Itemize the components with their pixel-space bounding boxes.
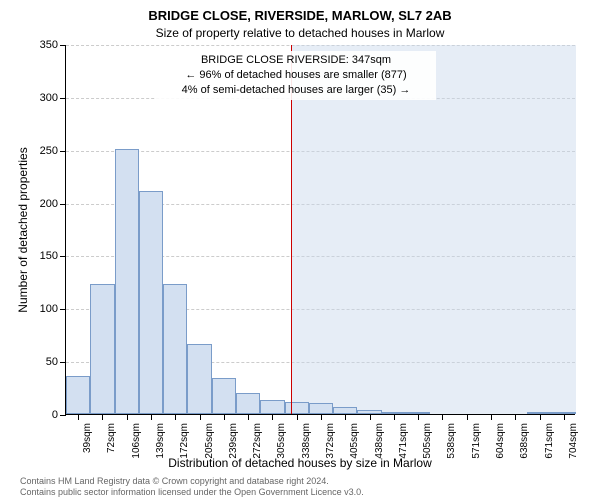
x-axis-title: Distribution of detached houses by size …	[0, 456, 600, 470]
x-tick	[564, 414, 565, 420]
y-tick	[60, 98, 66, 99]
x-tick-label: 438sqm	[374, 423, 385, 459]
y-tick-label: 350	[40, 39, 58, 51]
annotation-line: 4% of semi-detached houses are larger (3…	[156, 83, 436, 98]
x-tick-label: 272sqm	[252, 423, 263, 459]
y-tick	[60, 415, 66, 416]
x-tick	[418, 414, 419, 420]
histogram-bar	[187, 344, 211, 414]
x-tick-label: 405sqm	[349, 423, 360, 459]
x-tick-label: 471sqm	[398, 423, 409, 459]
histogram-bar	[212, 378, 236, 414]
x-tick	[540, 414, 541, 420]
x-tick	[370, 414, 371, 420]
x-tick	[272, 414, 273, 420]
histogram-bar	[115, 149, 139, 414]
histogram-bar	[236, 393, 260, 414]
x-tick-label: 305sqm	[276, 423, 287, 459]
x-tick-label: 604sqm	[495, 423, 506, 459]
x-tick-label: 39sqm	[82, 423, 93, 453]
x-tick-label: 239sqm	[228, 423, 239, 459]
y-tick-label: 100	[40, 303, 58, 315]
y-tick-label: 200	[40, 198, 58, 210]
x-tick	[102, 414, 103, 420]
x-tick	[175, 414, 176, 420]
histogram-bar	[333, 407, 357, 414]
x-tick	[467, 414, 468, 420]
footer-text: Contains HM Land Registry data © Crown c…	[20, 476, 580, 498]
chart-subtitle: Size of property relative to detached ho…	[0, 26, 600, 40]
x-tick	[321, 414, 322, 420]
x-tick-label: 139sqm	[155, 423, 166, 459]
annotation-line: BRIDGE CLOSE RIVERSIDE: 347sqm	[156, 53, 436, 68]
x-tick	[224, 414, 225, 420]
x-tick-label: 372sqm	[325, 423, 336, 459]
y-tick-label: 300	[40, 92, 58, 104]
x-tick	[78, 414, 79, 420]
x-tick-label: 205sqm	[204, 423, 215, 459]
annotation-line: ← 96% of detached houses are smaller (87…	[156, 68, 436, 83]
footer-line1: Contains HM Land Registry data © Crown c…	[20, 476, 580, 487]
x-tick-label: 671sqm	[544, 423, 555, 459]
histogram-bar	[285, 402, 309, 414]
x-tick	[297, 414, 298, 420]
x-tick-label: 338sqm	[301, 423, 312, 459]
y-tick-label: 150	[40, 250, 58, 262]
y-tick	[60, 151, 66, 152]
y-axis-title: Number of detached properties	[16, 147, 30, 312]
histogram-bar	[260, 400, 284, 414]
chart-title: BRIDGE CLOSE, RIVERSIDE, MARLOW, SL7 2AB	[0, 8, 600, 23]
chart-container: BRIDGE CLOSE, RIVERSIDE, MARLOW, SL7 2AB…	[0, 0, 600, 500]
y-tick	[60, 204, 66, 205]
x-tick	[491, 414, 492, 420]
plot-area: 05010015020025030035039sqm72sqm106sqm139…	[65, 45, 575, 415]
marker-vline	[291, 45, 292, 414]
histogram-bar	[66, 376, 90, 414]
x-tick	[442, 414, 443, 420]
x-tick-label: 505sqm	[422, 423, 433, 459]
x-tick	[515, 414, 516, 420]
y-tick	[60, 45, 66, 46]
y-tick-label: 50	[46, 356, 58, 368]
x-tick	[200, 414, 201, 420]
y-tick-label: 250	[40, 145, 58, 157]
x-tick-label: 704sqm	[568, 423, 579, 459]
x-tick	[127, 414, 128, 420]
histogram-bar	[90, 284, 114, 414]
shaded-larger-region	[291, 45, 576, 414]
x-tick-label: 538sqm	[446, 423, 457, 459]
x-tick-label: 172sqm	[179, 423, 190, 459]
y-tick-label: 0	[52, 409, 58, 421]
footer-line2: Contains public sector information licen…	[20, 487, 580, 498]
histogram-bar	[139, 191, 163, 414]
x-tick	[248, 414, 249, 420]
histogram-bar	[163, 284, 187, 414]
x-tick-label: 571sqm	[471, 423, 482, 459]
x-tick	[345, 414, 346, 420]
annotation-box: BRIDGE CLOSE RIVERSIDE: 347sqm← 96% of d…	[156, 51, 436, 100]
x-tick-label: 638sqm	[519, 423, 530, 459]
x-tick	[394, 414, 395, 420]
x-tick	[151, 414, 152, 420]
y-tick	[60, 309, 66, 310]
y-tick	[60, 362, 66, 363]
histogram-bar	[309, 403, 333, 414]
x-tick-label: 72sqm	[106, 423, 117, 453]
y-tick	[60, 256, 66, 257]
x-tick-label: 106sqm	[131, 423, 142, 459]
